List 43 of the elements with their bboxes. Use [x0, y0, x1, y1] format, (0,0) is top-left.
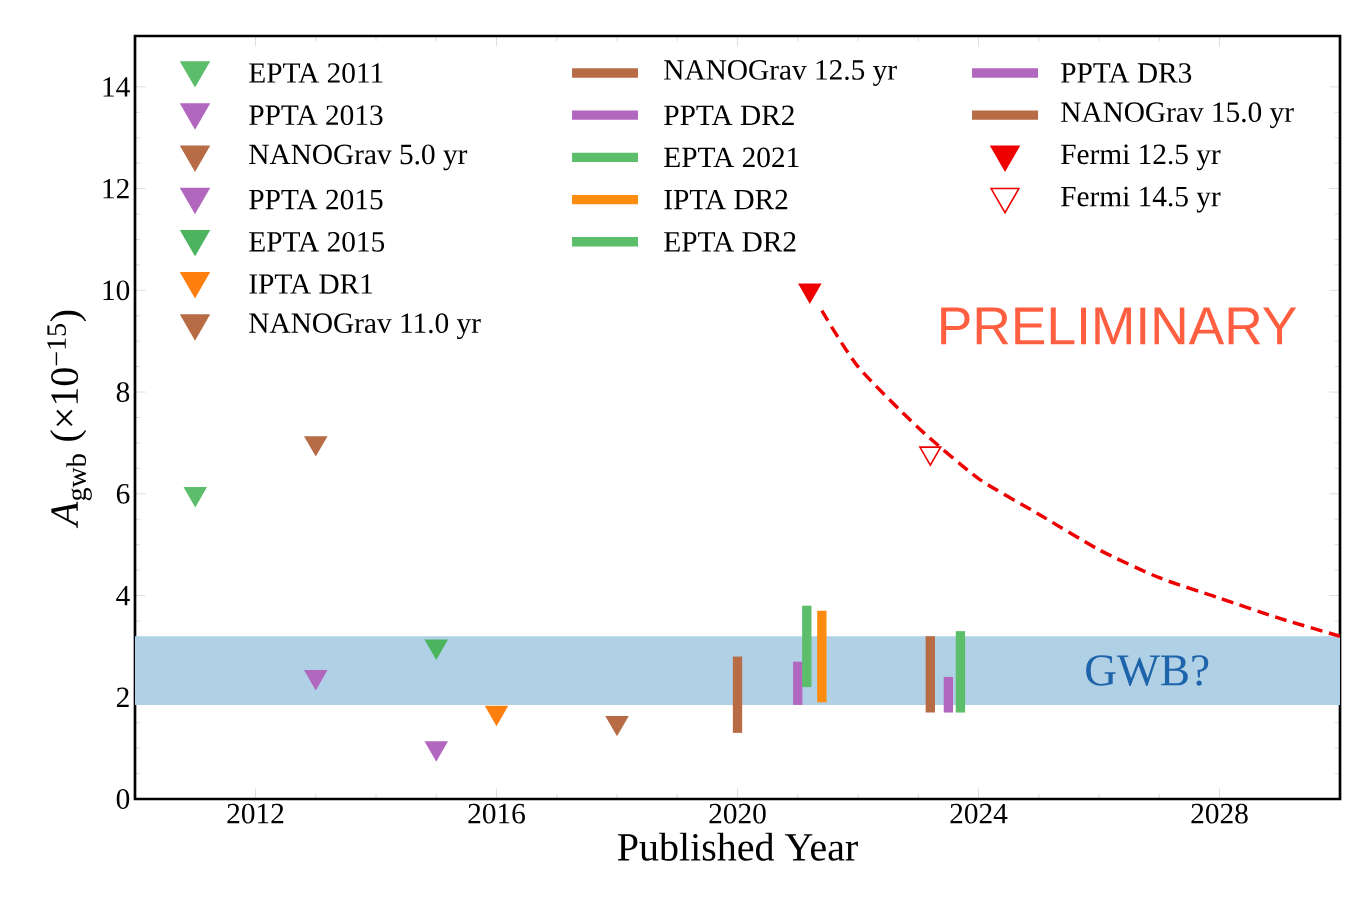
x-axis-title: Published Year	[617, 832, 858, 861]
legend-label: Fermi 12.5 yr	[1061, 144, 1221, 171]
y-tick-label: 2	[116, 687, 129, 707]
legend-label: NANOGrav 15.0 yr	[1061, 102, 1294, 129]
legend-label: EPTA DR2	[664, 232, 796, 252]
x-tick-label: 2016	[468, 803, 525, 824]
x-tick-label: 2028	[1191, 803, 1248, 824]
legend-label: Fermi 14.5 yr	[1061, 186, 1221, 213]
legend-label: NANOGrav 12.5 yr	[664, 60, 897, 86]
legend-label: NANOGrav 11.0 yr	[249, 313, 481, 340]
y-axis-title: A$_{gwb}$ (×10$^{−15}$)	[47, 310, 92, 529]
legend-label: NANOGrav 5.0 yr	[249, 144, 468, 171]
legend-label: EPTA 2015	[249, 231, 385, 252]
legend-label: PPTA 2015	[249, 189, 383, 210]
x-tick-label: 2024	[950, 803, 1008, 824]
annotation: PRELIMINARY	[941, 307, 1297, 345]
line-series	[820, 308, 1341, 638]
point	[605, 715, 629, 736]
point	[425, 741, 448, 761]
y-tick-label: 6	[116, 483, 130, 504]
legend-label: PPTA 2013	[249, 105, 383, 126]
point	[304, 436, 327, 456]
band-label: GWB?	[1086, 655, 1209, 686]
y-tick-label: 14	[103, 77, 130, 97]
legend-label: IPTA DR2	[664, 189, 788, 210]
legend-label: EPTA 2021	[664, 147, 799, 168]
point	[798, 283, 821, 304]
point	[304, 670, 327, 690]
legend-label: PPTA DR2	[664, 105, 794, 125]
legend-label: PPTA DR3	[1061, 63, 1192, 83]
point	[919, 446, 942, 466]
x-tick-label: 2020	[709, 803, 766, 824]
legend-label: EPTA 2011	[249, 63, 383, 83]
point	[485, 705, 508, 726]
x-tick-label: 2012	[227, 803, 284, 824]
legend-label: IPTA DR1	[249, 274, 373, 294]
point	[425, 639, 448, 660]
point	[184, 487, 207, 507]
y-tick-label: 12	[103, 178, 129, 199]
y-tick-label: 8	[116, 382, 130, 402]
y-tick-label: 4	[116, 585, 130, 606]
y-tick-label: 10	[103, 280, 130, 301]
y-tick-label: 0	[116, 789, 130, 809]
